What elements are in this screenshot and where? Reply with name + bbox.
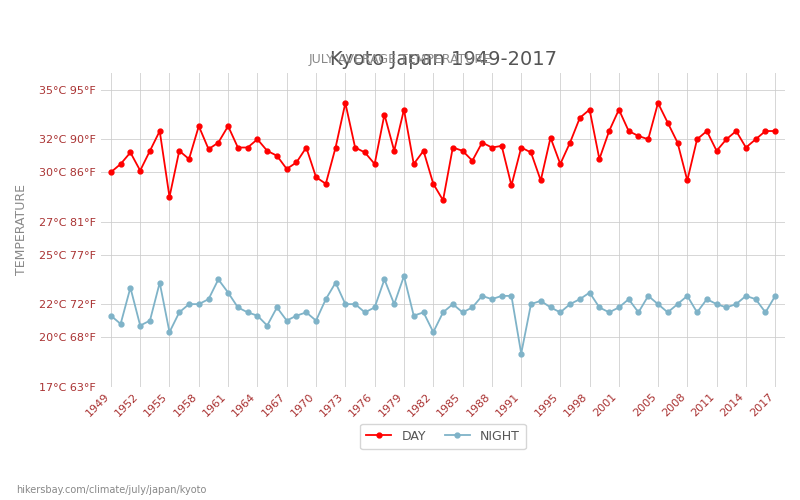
NIGHT xyxy=(770,293,780,299)
NIGHT xyxy=(517,350,526,356)
NIGHT xyxy=(106,312,116,318)
DAY xyxy=(506,182,516,188)
NIGHT xyxy=(634,310,643,316)
DAY xyxy=(214,140,223,145)
Line: DAY: DAY xyxy=(109,100,778,202)
DAY xyxy=(634,133,643,139)
NIGHT xyxy=(214,276,223,282)
NIGHT xyxy=(497,293,506,299)
DAY xyxy=(155,128,165,134)
DAY xyxy=(106,169,116,175)
DAY xyxy=(341,100,350,106)
Y-axis label: TEMPERATURE: TEMPERATURE xyxy=(15,184,28,276)
Line: NIGHT: NIGHT xyxy=(109,274,778,356)
NIGHT xyxy=(233,304,242,310)
DAY xyxy=(438,198,448,203)
Title: Kyoto Japan 1949-2017: Kyoto Japan 1949-2017 xyxy=(330,50,557,69)
NIGHT xyxy=(399,273,409,279)
DAY xyxy=(770,128,780,134)
Legend: DAY, NIGHT: DAY, NIGHT xyxy=(360,424,526,449)
Text: JULY AVERAGE TEMPERATURE: JULY AVERAGE TEMPERATURE xyxy=(309,52,491,66)
Text: hikersbay.com/climate/july/japan/kyoto: hikersbay.com/climate/july/japan/kyoto xyxy=(16,485,206,495)
DAY xyxy=(761,128,770,134)
DAY xyxy=(233,144,242,150)
NIGHT xyxy=(155,280,165,285)
NIGHT xyxy=(761,310,770,316)
